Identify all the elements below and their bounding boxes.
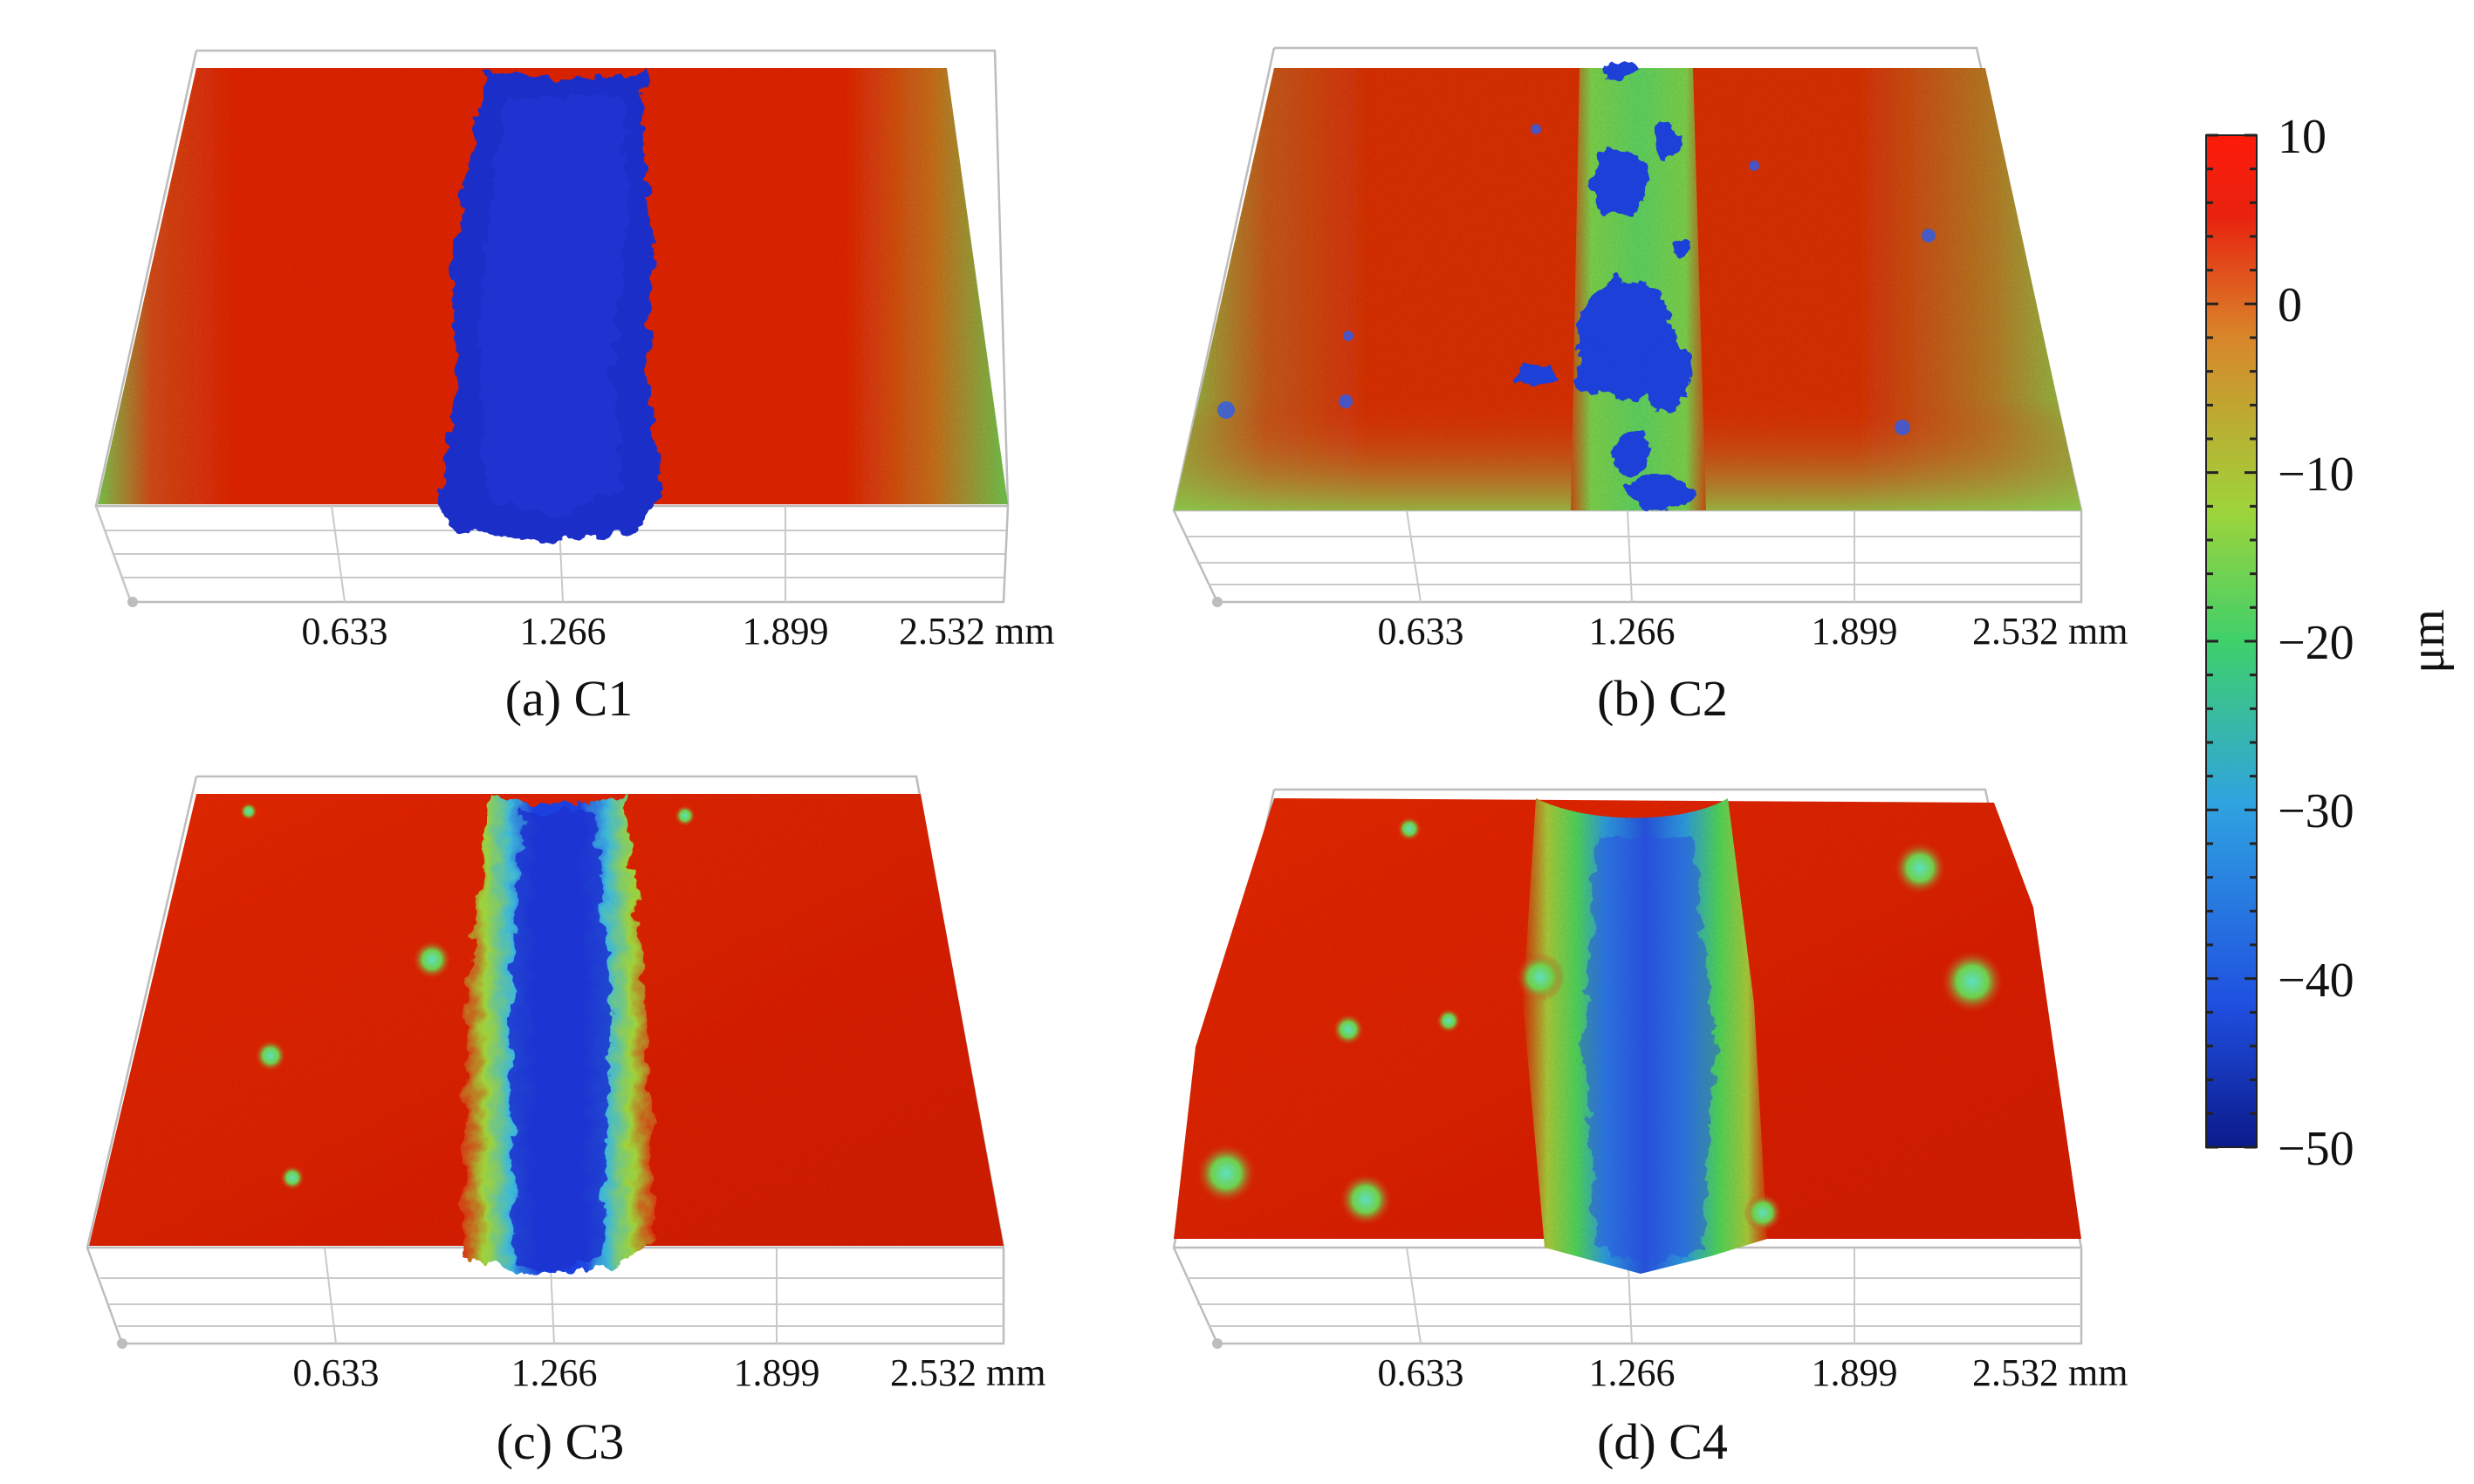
colorbar: 10 0 −10 −20 −30 −40 −50 μm <box>2205 110 2455 1176</box>
panel-b-x-ticks: 0.633 1.266 1.899 2.532 mm <box>1378 610 2128 653</box>
panel-a-tick-1: 1.266 <box>520 610 607 653</box>
panel-b-pits <box>1517 63 1693 509</box>
panel-b-tick-0: 0.633 <box>1378 610 1464 653</box>
colorbar-label-minus-50: −50 <box>2278 1122 2354 1176</box>
panel-b-tick-1: 1.266 <box>1589 610 1676 653</box>
panel-d-tick-3: 2.532 mm <box>1972 1351 2128 1394</box>
panel-d-x-ticks: 0.633 1.266 1.899 2.532 mm <box>1378 1351 2128 1394</box>
panel-c-tick-3: 2.532 mm <box>890 1351 1045 1394</box>
colorbar-label-minus-10: −10 <box>2278 448 2354 502</box>
colorbar-label-minus-20: −20 <box>2278 616 2354 670</box>
panel-a-x-ticks: 0.633 1.266 1.899 2.532 mm <box>302 610 1055 653</box>
panel-a-caption: (a) C1 <box>505 670 634 727</box>
panel-b-tick-3: 2.532 mm <box>1972 610 2128 653</box>
panel-c-caption: (c) C3 <box>497 1413 625 1470</box>
panel-c-bumps <box>240 803 696 1190</box>
colorbar-label-0: 0 <box>2278 278 2302 332</box>
panel-d: 0.633 1.266 1.899 2.532 mm (d) C4 <box>1172 788 2128 1470</box>
panel-b-caption: (b) C2 <box>1597 670 1728 727</box>
panel-d-caption: (d) C4 <box>1597 1413 1728 1470</box>
panel-c: 0.633 1.266 1.899 2.532 mm (c) C3 <box>86 775 1046 1470</box>
colorbar-tick-labels: 10 0 −10 −20 −30 −40 −50 <box>2278 110 2354 1176</box>
panel-d-bumps <box>1196 817 2004 1232</box>
colorbar-label-10: 10 <box>2278 110 2327 164</box>
colorbar-unit: μm <box>2401 609 2455 674</box>
panel-c-tick-1: 1.266 <box>511 1351 598 1394</box>
panel-d-tick-2: 1.899 <box>1812 1351 1898 1394</box>
panel-c-tick-0: 0.633 <box>293 1351 380 1394</box>
panel-a-tick-0: 0.633 <box>302 610 388 653</box>
panel-c-tick-2: 1.899 <box>734 1351 820 1394</box>
panel-c-x-ticks: 0.633 1.266 1.899 2.532 mm <box>293 1351 1046 1394</box>
colorbar-label-minus-40: −40 <box>2278 954 2354 1008</box>
panel-a-tick-2: 1.899 <box>743 610 829 653</box>
panel-b-tick-2: 1.899 <box>1812 610 1898 653</box>
panel-d-tick-0: 0.633 <box>1378 1351 1464 1394</box>
panel-a: 0.633 1.266 1.899 2.532 mm (a) C1 <box>94 49 1055 727</box>
colorbar-label-minus-30: −30 <box>2278 784 2354 838</box>
panel-d-tick-1: 1.266 <box>1589 1351 1676 1394</box>
panel-a-tick-3: 2.532 mm <box>899 610 1054 653</box>
colorbar-ticks <box>2206 133 2257 1149</box>
panel-b: 0.633 1.266 1.899 2.532 mm (b) C2 <box>1172 46 2128 727</box>
